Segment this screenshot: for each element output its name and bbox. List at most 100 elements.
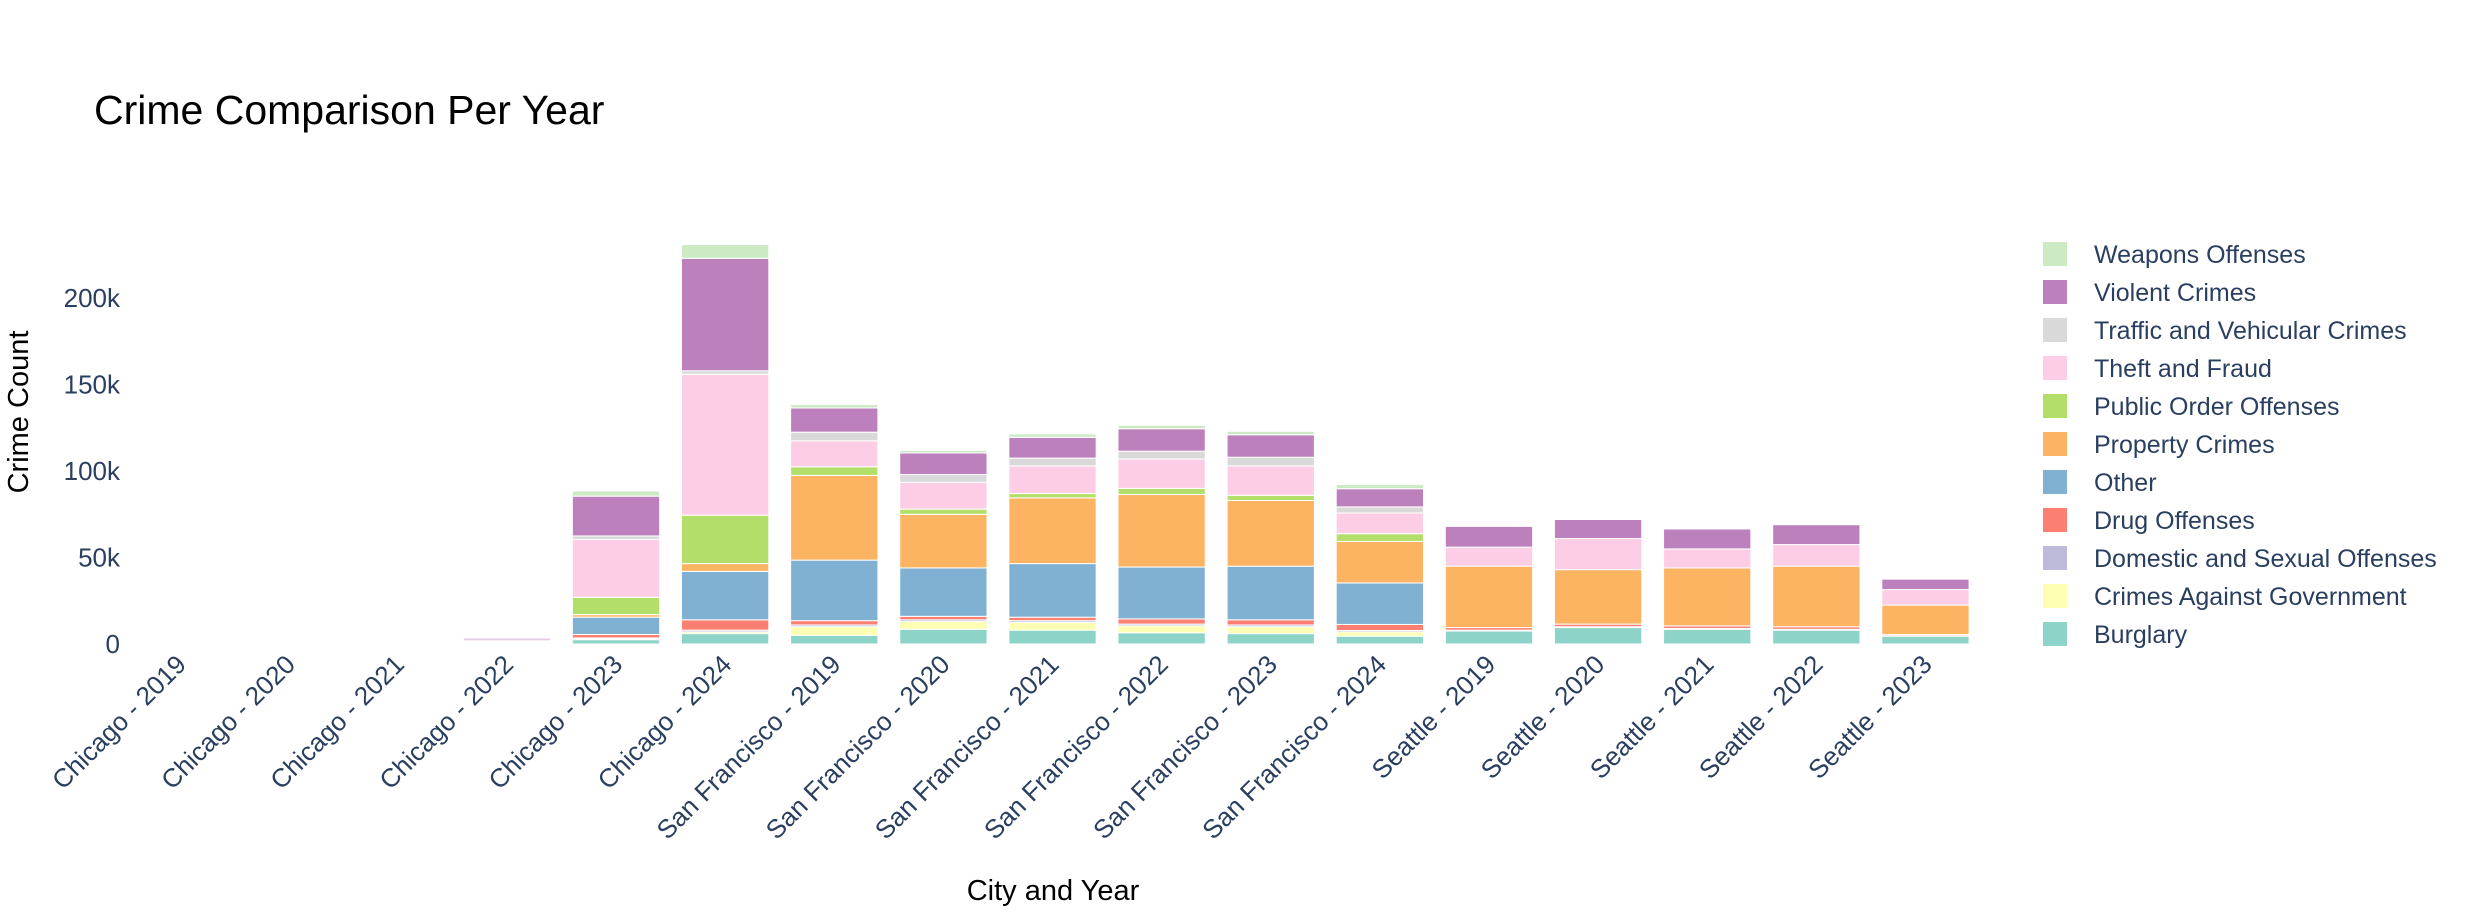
bar-segment[interactable] — [790, 620, 879, 626]
bar-segment[interactable] — [1881, 578, 1970, 591]
legend-item[interactable]: Weapons Offenses — [2043, 241, 2306, 269]
bar-segment[interactable] — [899, 452, 988, 476]
bar-segment[interactable] — [1226, 434, 1315, 458]
bar-segment[interactable] — [1117, 428, 1206, 452]
bar-segment[interactable] — [571, 535, 661, 540]
bar-segment[interactable] — [790, 474, 879, 561]
legend-item[interactable]: Other — [2043, 469, 2157, 497]
bar-segment[interactable] — [790, 559, 879, 622]
legend-item[interactable]: Burglary — [2043, 621, 2188, 649]
bar-segment[interactable] — [1335, 533, 1425, 542]
bar-segment[interactable] — [899, 508, 988, 515]
bar-segment[interactable] — [790, 466, 879, 476]
bar-segment[interactable] — [571, 490, 661, 497]
bar-segment[interactable] — [681, 370, 770, 375]
bar-segment[interactable] — [1335, 512, 1425, 535]
bar-segment[interactable] — [1226, 499, 1315, 567]
bar-segment[interactable] — [899, 615, 988, 621]
bar-segment[interactable] — [571, 495, 661, 537]
bar-segment[interactable] — [571, 633, 661, 639]
bar-segment[interactable] — [1008, 493, 1097, 499]
bar-segment[interactable] — [571, 616, 661, 635]
bar-segment[interactable] — [899, 449, 988, 454]
bar-segment[interactable] — [681, 633, 770, 645]
bar-segment[interactable] — [1553, 519, 1643, 540]
bar-segment[interactable] — [790, 431, 879, 442]
bar-segment[interactable] — [1772, 524, 1861, 546]
bar-segment[interactable] — [1335, 540, 1425, 584]
bar-segment[interactable] — [1226, 430, 1315, 436]
bar-segment[interactable] — [1226, 456, 1315, 467]
bar-segment[interactable] — [790, 404, 879, 409]
bar-segment[interactable] — [790, 440, 879, 468]
bar-segment[interactable] — [1117, 625, 1206, 634]
bar-segment[interactable] — [1008, 433, 1097, 438]
bar-segment[interactable] — [1335, 506, 1425, 514]
bar-segment[interactable] — [1335, 483, 1425, 490]
bar-segment[interactable] — [1226, 633, 1315, 645]
bar-segment[interactable] — [1008, 436, 1097, 459]
bar-segment[interactable] — [1226, 626, 1315, 635]
bar-segment[interactable] — [1444, 565, 1534, 629]
legend-item[interactable]: Theft and Fraud — [2043, 355, 2272, 383]
bar-segment[interactable] — [1335, 631, 1425, 637]
bar-segment[interactable] — [1881, 589, 1970, 606]
bar-segment[interactable] — [1226, 619, 1315, 626]
bar-segment[interactable] — [1663, 567, 1752, 627]
bar-segment[interactable] — [790, 634, 879, 645]
legend-item[interactable]: Violent Crimes — [2043, 279, 2256, 307]
bar-segment[interactable] — [1335, 488, 1425, 508]
legend-item[interactable]: Drug Offenses — [2043, 507, 2255, 535]
bar-segment[interactable] — [1008, 497, 1097, 565]
bar-segment[interactable] — [1553, 569, 1643, 625]
legend-item[interactable]: Public Order Offenses — [2043, 393, 2339, 421]
bar-segment[interactable] — [1335, 635, 1425, 645]
bar-segment[interactable] — [1444, 546, 1534, 567]
bar-segment[interactable] — [899, 628, 988, 645]
bar-segment[interactable] — [899, 567, 988, 617]
bar-segment[interactable] — [1553, 627, 1643, 645]
bar-segment[interactable] — [1117, 566, 1206, 620]
bar-segment[interactable] — [681, 570, 770, 621]
bar-segment[interactable] — [1444, 630, 1534, 645]
bar-segment[interactable] — [1444, 525, 1534, 548]
bar-segment[interactable] — [1117, 618, 1206, 625]
bar-segment[interactable] — [1226, 465, 1315, 496]
bar-segment[interactable] — [1008, 457, 1097, 467]
bar-segment[interactable] — [571, 639, 661, 645]
bar-segment[interactable] — [899, 481, 988, 510]
bar-segment[interactable] — [571, 538, 661, 598]
bar-segment[interactable] — [681, 514, 770, 565]
bar-segment[interactable] — [1663, 628, 1752, 645]
bar-segment[interactable] — [899, 513, 988, 569]
bar-segment[interactable] — [1226, 494, 1315, 501]
bar-segment[interactable] — [1553, 538, 1643, 571]
bar-segment[interactable] — [1117, 632, 1206, 645]
bar-segment[interactable] — [1772, 544, 1861, 567]
bar-segment[interactable] — [1226, 565, 1315, 621]
legend-item[interactable]: Property Crimes — [2043, 431, 2275, 459]
bar-segment[interactable] — [1008, 563, 1097, 618]
bar-segment[interactable] — [1772, 565, 1861, 628]
bar-segment[interactable] — [571, 596, 661, 616]
bar-segment[interactable] — [681, 244, 770, 259]
bar-segment[interactable] — [1335, 623, 1425, 632]
legend-item[interactable]: Domestic and Sexual Offenses — [2043, 545, 2437, 573]
bar-segment[interactable] — [1117, 424, 1206, 430]
bar-segment[interactable] — [1008, 616, 1097, 622]
bar-segment[interactable] — [1117, 458, 1206, 489]
legend-item[interactable]: Traffic and Vehicular Crimes — [2043, 317, 2407, 345]
bar-segment[interactable] — [1663, 528, 1752, 550]
bar-segment[interactable] — [1663, 548, 1752, 569]
bar-segment[interactable] — [790, 407, 879, 433]
bar-segment[interactable] — [899, 474, 988, 483]
legend-item[interactable]: Crimes Against Government — [2043, 583, 2407, 611]
bar-segment[interactable] — [1117, 493, 1206, 568]
bar-segment[interactable] — [681, 563, 770, 572]
bar-segment[interactable] — [1772, 629, 1861, 645]
bar-segment[interactable] — [1008, 629, 1097, 645]
bar-segment[interactable] — [681, 257, 770, 372]
bar-segment[interactable] — [1881, 635, 1970, 645]
bar-segment[interactable] — [1117, 450, 1206, 460]
bar-segment[interactable] — [681, 619, 770, 631]
